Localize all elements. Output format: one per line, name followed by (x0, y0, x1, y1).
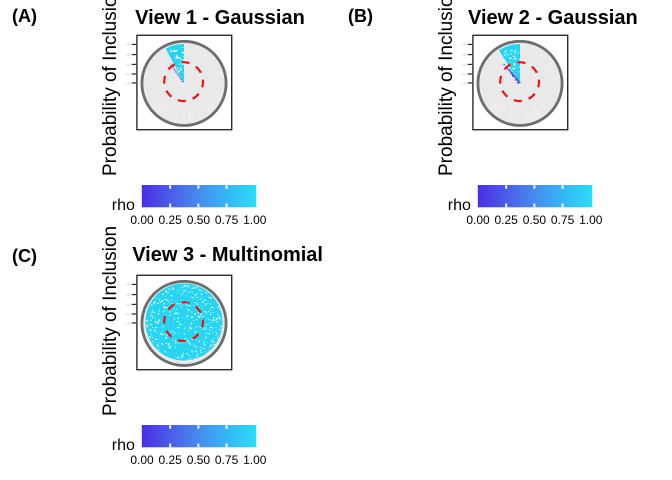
svg-text:0.8: 0.8 (126, 283, 131, 287)
svg-text:0.0: 0.0 (462, 81, 467, 85)
svg-text:0.8: 0.8 (126, 43, 131, 47)
svg-text:0.6: 0.6 (126, 53, 131, 57)
svg-text:0.2: 0.2 (126, 312, 131, 316)
svg-text:0.4: 0.4 (126, 303, 131, 307)
svg-text:0.0: 0.0 (126, 321, 131, 325)
svg-text:0.8: 0.8 (462, 43, 467, 47)
svg-text:0.2: 0.2 (462, 72, 467, 76)
svg-text:0.6: 0.6 (462, 53, 467, 57)
svg-text:0.4: 0.4 (462, 63, 467, 67)
svg-text:0.6: 0.6 (126, 293, 131, 297)
svg-text:0.4: 0.4 (126, 63, 131, 67)
svg-text:0.2: 0.2 (126, 72, 131, 76)
svg-text:0.0: 0.0 (126, 81, 131, 85)
